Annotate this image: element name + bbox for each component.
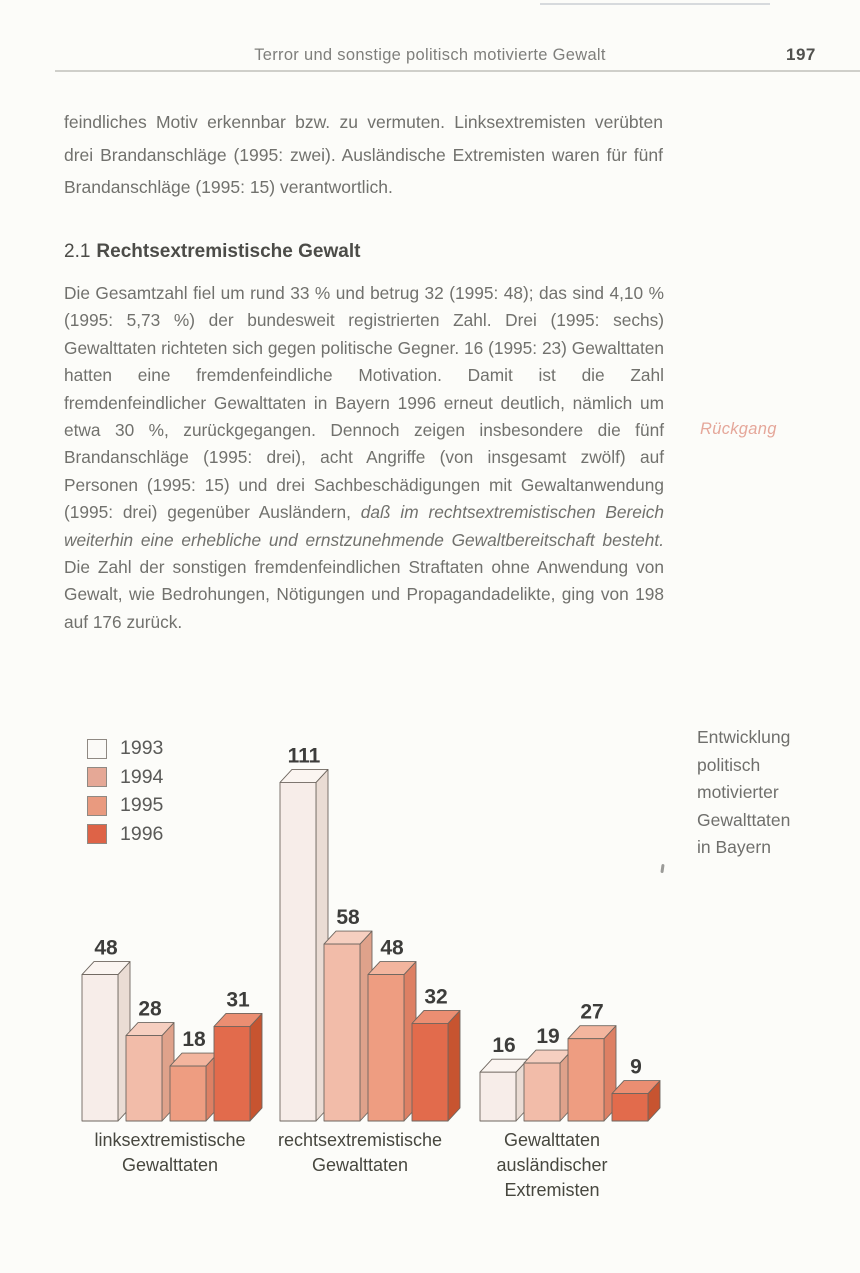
paragraph-text-italic: daß im rechtsextremistischen Bereich wei… — [64, 502, 664, 550]
legend-label: 1995 — [120, 794, 164, 816]
section-heading: 2.1 Rechtsextremistische Gewalt — [64, 241, 360, 263]
bar-value-label: 28 — [138, 998, 162, 1021]
legend-item: 1993 — [87, 737, 164, 759]
paragraph-text: Die Gesamtzahl fiel um rund 33 % und bet… — [64, 283, 664, 523]
chart-legend: 1993 1994 1995 1996 — [87, 737, 164, 852]
chart-category-label-line: linksextremistische — [94, 1130, 246, 1150]
section-title: Rechtsextremistische Gewalt — [96, 241, 361, 262]
body-paragraph: Die Gesamtzahl fiel um rund 33 % und bet… — [64, 280, 664, 636]
legend-item: 1995 — [87, 794, 164, 816]
paragraph-text: Die Zahl der sonstigen fremdenfeindliche… — [64, 557, 664, 632]
page-top-rule — [540, 3, 770, 5]
header-title: Terror und sonstige politisch motivierte… — [254, 46, 606, 64]
bar-value-label: 16 — [492, 1034, 515, 1057]
bar-value-label: 27 — [580, 1001, 603, 1024]
running-header: Terror und sonstige politisch motivierte… — [0, 46, 860, 65]
chart-caption-line: politisch — [697, 754, 761, 775]
chart-caption-line: Gewalttaten — [697, 809, 791, 830]
legend-label: 1994 — [120, 765, 164, 788]
bar-value-label: 32 — [424, 985, 447, 1008]
chart-caption-line: in Bayern — [697, 837, 771, 857]
legend-swatch — [87, 738, 107, 759]
header-rule — [55, 70, 860, 72]
bar-chart-canvas: 48 28 18 31 111 58 48 32 16 19 27 9 — [81, 744, 661, 1122]
bar-value-label: 19 — [536, 1025, 559, 1048]
bar-value-label: 58 — [336, 906, 360, 929]
chart-category-label-line: Gewalttaten — [121, 1155, 219, 1175]
page-number: 197 — [786, 45, 816, 64]
chart-category-label: Gewalttaten ausländischer Extremisten — [442, 1128, 662, 1203]
chart-category-label: rechtsextremistische Gewalttaten — [250, 1128, 470, 1178]
bar-value-label: 18 — [182, 1028, 206, 1051]
chart-caption-line: motivierter — [697, 782, 779, 802]
section-number: 2.1 — [64, 241, 91, 262]
legend-item: 1996 — [87, 822, 164, 845]
margin-note: Rückgang — [700, 420, 777, 438]
chart-category-label-line: Gewalttaten — [503, 1130, 601, 1150]
legend-item: 1994 — [87, 765, 164, 788]
bar-value-label: 48 — [380, 937, 404, 960]
chart-category-label-line: Gewalttaten — [311, 1155, 409, 1175]
intro-paragraph: feindliches Motiv erkennbar bzw. zu verm… — [64, 112, 663, 197]
bar-value-label: 31 — [226, 988, 250, 1011]
chart-category-label-line: ausländischer — [496, 1155, 608, 1175]
bar-value-label: 111 — [288, 744, 321, 767]
legend-swatch — [87, 795, 107, 816]
legend-label: 1993 — [120, 737, 164, 759]
legend-swatch — [87, 767, 107, 787]
legend-swatch — [87, 824, 107, 844]
bar-value-label: 9 — [630, 1056, 642, 1079]
chart-category-label: linksextremistische Gewalttaten — [60, 1128, 280, 1178]
legend-label: 1996 — [120, 822, 164, 845]
chart-category-label-line: rechtsextremistische — [277, 1130, 443, 1150]
bar-value-label: 48 — [94, 937, 118, 960]
chart-caption-line: Entwicklung — [697, 727, 791, 747]
chart-caption: Entwicklung politisch motivierter Gewalttat… — [697, 724, 857, 862]
chart-category-label-line: Extremisten — [504, 1180, 600, 1200]
